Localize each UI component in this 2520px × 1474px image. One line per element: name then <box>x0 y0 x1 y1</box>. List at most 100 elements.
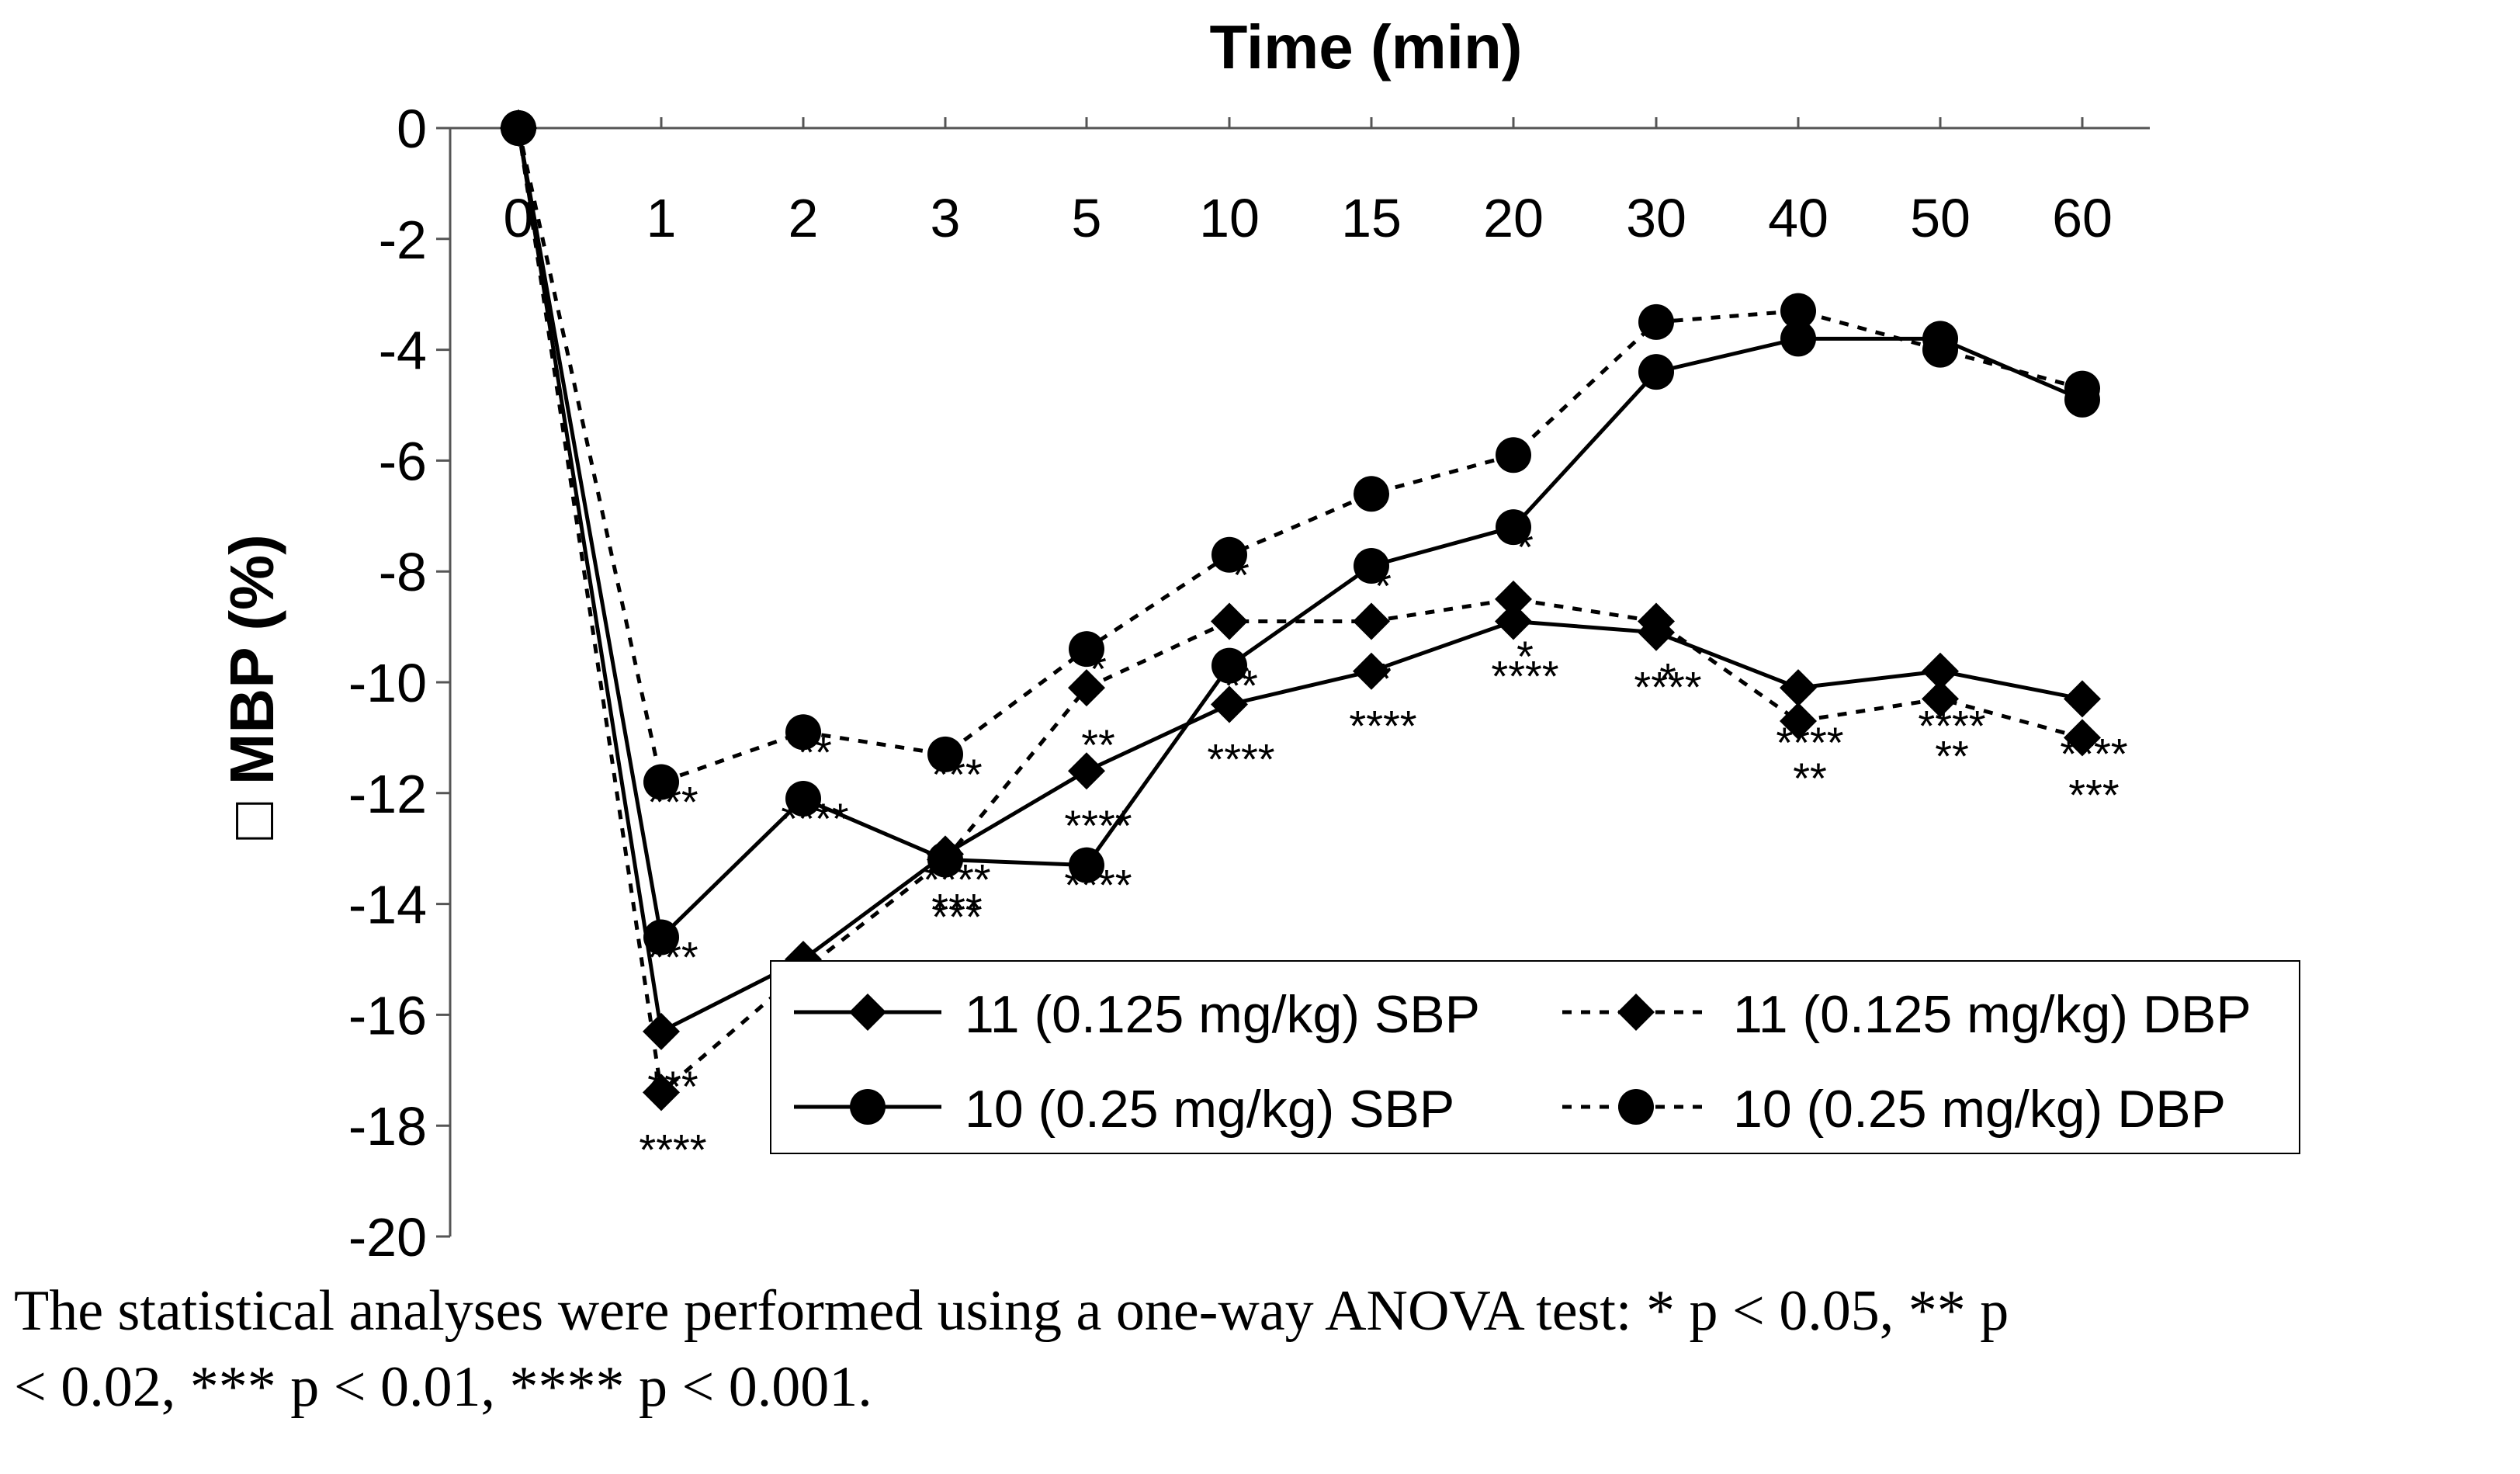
legend-marker <box>849 994 886 1031</box>
data-point <box>1780 669 1817 707</box>
legend-entry: 10 (0.25 mg/kg) DBP <box>1562 1080 2226 1139</box>
y-tick-label: -12 <box>348 764 427 824</box>
data-point <box>2064 370 2100 407</box>
significance-label: **** <box>1064 861 1132 910</box>
series-1 <box>500 109 2101 1050</box>
data-point <box>1069 847 1104 883</box>
data-point <box>785 780 821 817</box>
significance-label: * <box>1232 550 1250 599</box>
x-tick-label: 5 <box>1072 188 1102 248</box>
significance-label: *** <box>931 884 982 933</box>
legend-entry: 11 (0.125 mg/kg) SBP <box>794 985 1480 1044</box>
data-point <box>1211 536 1247 573</box>
data-point <box>1354 476 1389 512</box>
data-point <box>1922 652 1959 690</box>
x-tick-label: 60 <box>2052 188 2113 248</box>
significance-label: ** <box>1793 754 1827 803</box>
data-point <box>643 764 679 800</box>
data-point <box>927 841 963 878</box>
data-point <box>1780 702 1817 740</box>
series-lines <box>500 109 2101 1112</box>
x-tick-label: 40 <box>1768 188 1828 248</box>
data-point <box>1495 580 1532 618</box>
series-line <box>516 127 2083 939</box>
legend-entry: 10 (0.25 mg/kg) SBP <box>794 1080 1454 1139</box>
chart-title: Time (min) <box>1209 12 1522 82</box>
series-line <box>516 127 2083 1034</box>
series-4 <box>501 110 2100 800</box>
legend-entry: 11 (0.125 mg/kg) DBP <box>1562 985 2251 1044</box>
y-tick-label: 0 <box>397 99 427 159</box>
legend-label: 11 (0.125 mg/kg) DBP <box>1733 985 2251 1044</box>
significance-label: **** <box>639 1125 706 1174</box>
significance-label: *** <box>931 750 982 799</box>
x-tick-label: 2 <box>789 188 819 248</box>
significance-label: ** <box>1081 720 1115 769</box>
y-tick-label: -18 <box>348 1096 427 1157</box>
data-point <box>2064 680 2101 718</box>
series-3 <box>501 110 2100 955</box>
significance-label: **** <box>1207 735 1274 784</box>
data-point <box>501 110 536 146</box>
significance-label: **** <box>1491 651 1558 700</box>
data-point <box>1780 293 1816 329</box>
significance-label: **** <box>923 855 990 903</box>
data-point <box>1353 602 1390 640</box>
x-tick-label: 10 <box>1199 188 1260 248</box>
x-tick-label: 15 <box>1341 188 1402 248</box>
significance-label: ** <box>798 727 832 776</box>
significance-label: *** <box>931 892 982 941</box>
significance-label: * <box>1517 632 1534 681</box>
data-point <box>2064 719 2101 757</box>
significance-label: * <box>1659 654 1676 702</box>
data-point <box>1496 509 1531 546</box>
data-point <box>1638 354 1674 390</box>
data-point <box>1495 602 1532 640</box>
y-ticks: 0 -2 -4 -6 -8 -10 -12 -14 -16 -18 -20 <box>348 99 450 1268</box>
data-point <box>1922 331 1958 368</box>
significance-label: *** <box>2068 770 2119 819</box>
data-point <box>1922 680 1959 718</box>
legend-label: 10 (0.25 mg/kg) SBP <box>965 1080 1454 1139</box>
significance-label: **** <box>1776 718 1843 767</box>
series-line <box>516 127 2083 785</box>
significance-label: **** <box>1349 702 1416 751</box>
significance-label: ** <box>1224 661 1258 710</box>
x-tick-label: 30 <box>1626 188 1686 248</box>
data-point <box>1211 647 1247 684</box>
data-point <box>927 736 963 772</box>
significance-label: **** <box>1918 702 1985 751</box>
x-ticks: 0 1 2 3 5 10 15 20 30 40 50 60 <box>504 117 2113 248</box>
figure-caption: The statistical analyses were performed … <box>14 1273 2505 1425</box>
series-line <box>516 127 2083 1094</box>
legend-marker <box>1617 994 1655 1031</box>
data-point <box>1211 602 1248 640</box>
data-point <box>643 1073 680 1112</box>
data-point <box>1068 669 1105 707</box>
data-point <box>1068 752 1105 790</box>
data-point <box>643 919 679 955</box>
y-tick-label: -10 <box>348 653 427 713</box>
legend-marker <box>1618 1089 1654 1125</box>
data-point <box>1496 437 1531 473</box>
legend-label: 11 (0.125 mg/kg) SBP <box>965 985 1480 1044</box>
significance-label: *** <box>647 778 698 827</box>
y-tick-label: -6 <box>379 431 427 491</box>
significance-label: ** <box>1935 731 1969 780</box>
significance-label: *** <box>647 1062 698 1111</box>
data-point <box>1211 685 1248 723</box>
legend-box <box>770 960 2300 1154</box>
legend-label: 10 (0.25 mg/kg) DBP <box>1733 1080 2226 1139</box>
significance-label: * <box>1517 522 1534 571</box>
y-tick-label: -14 <box>348 875 427 935</box>
significance-label: * <box>1374 654 1392 702</box>
x-tick-label: 1 <box>646 188 677 248</box>
caption-line-2: < 0.02, *** p < 0.01, **** p < 0.001. <box>14 1355 872 1419</box>
data-point <box>1780 321 1816 357</box>
significance-label: * <box>1232 654 1250 702</box>
significance-label: **** <box>781 794 848 843</box>
data-point <box>643 1012 680 1050</box>
significance-label: *** <box>647 932 698 981</box>
y-tick-label: -16 <box>348 985 427 1046</box>
